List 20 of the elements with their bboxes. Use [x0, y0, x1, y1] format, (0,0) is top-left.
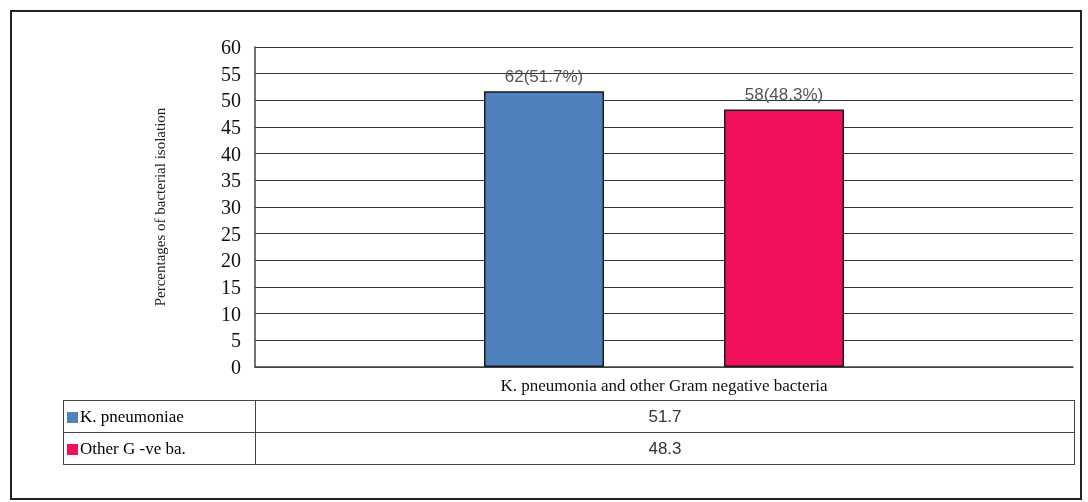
y-tick-label: 10: [221, 302, 241, 325]
text: 48.3: [255, 432, 1075, 465]
y-tick-label: 35: [221, 169, 241, 192]
y-tick-label: 55: [221, 62, 241, 85]
y-tick-label: 15: [221, 276, 241, 298]
y-tick-label: 50: [221, 89, 241, 112]
y-tick-label: 40: [221, 142, 241, 165]
y-tick-label: 30: [221, 196, 241, 218]
y-tick-label: 5: [231, 329, 241, 352]
text: 51.7: [255, 400, 1075, 433]
legend-label: K. pneumoniae: [63, 400, 256, 433]
y-axis-title: Percentages of bacterial isolation: [151, 107, 168, 307]
y-tick-label: 60: [221, 36, 241, 58]
x-tick-label: K. pneumonia and other Gram negative bacteria: [500, 376, 829, 395]
y-tick-label: 25: [221, 222, 241, 245]
y-tick-label: 20: [221, 249, 241, 272]
y-tick-label: 0: [231, 356, 241, 378]
data-label: 58(48.3%): [744, 85, 824, 105]
legend-label: Other G -ve ba.: [63, 432, 256, 465]
y-tick-label: 45: [221, 116, 241, 138]
